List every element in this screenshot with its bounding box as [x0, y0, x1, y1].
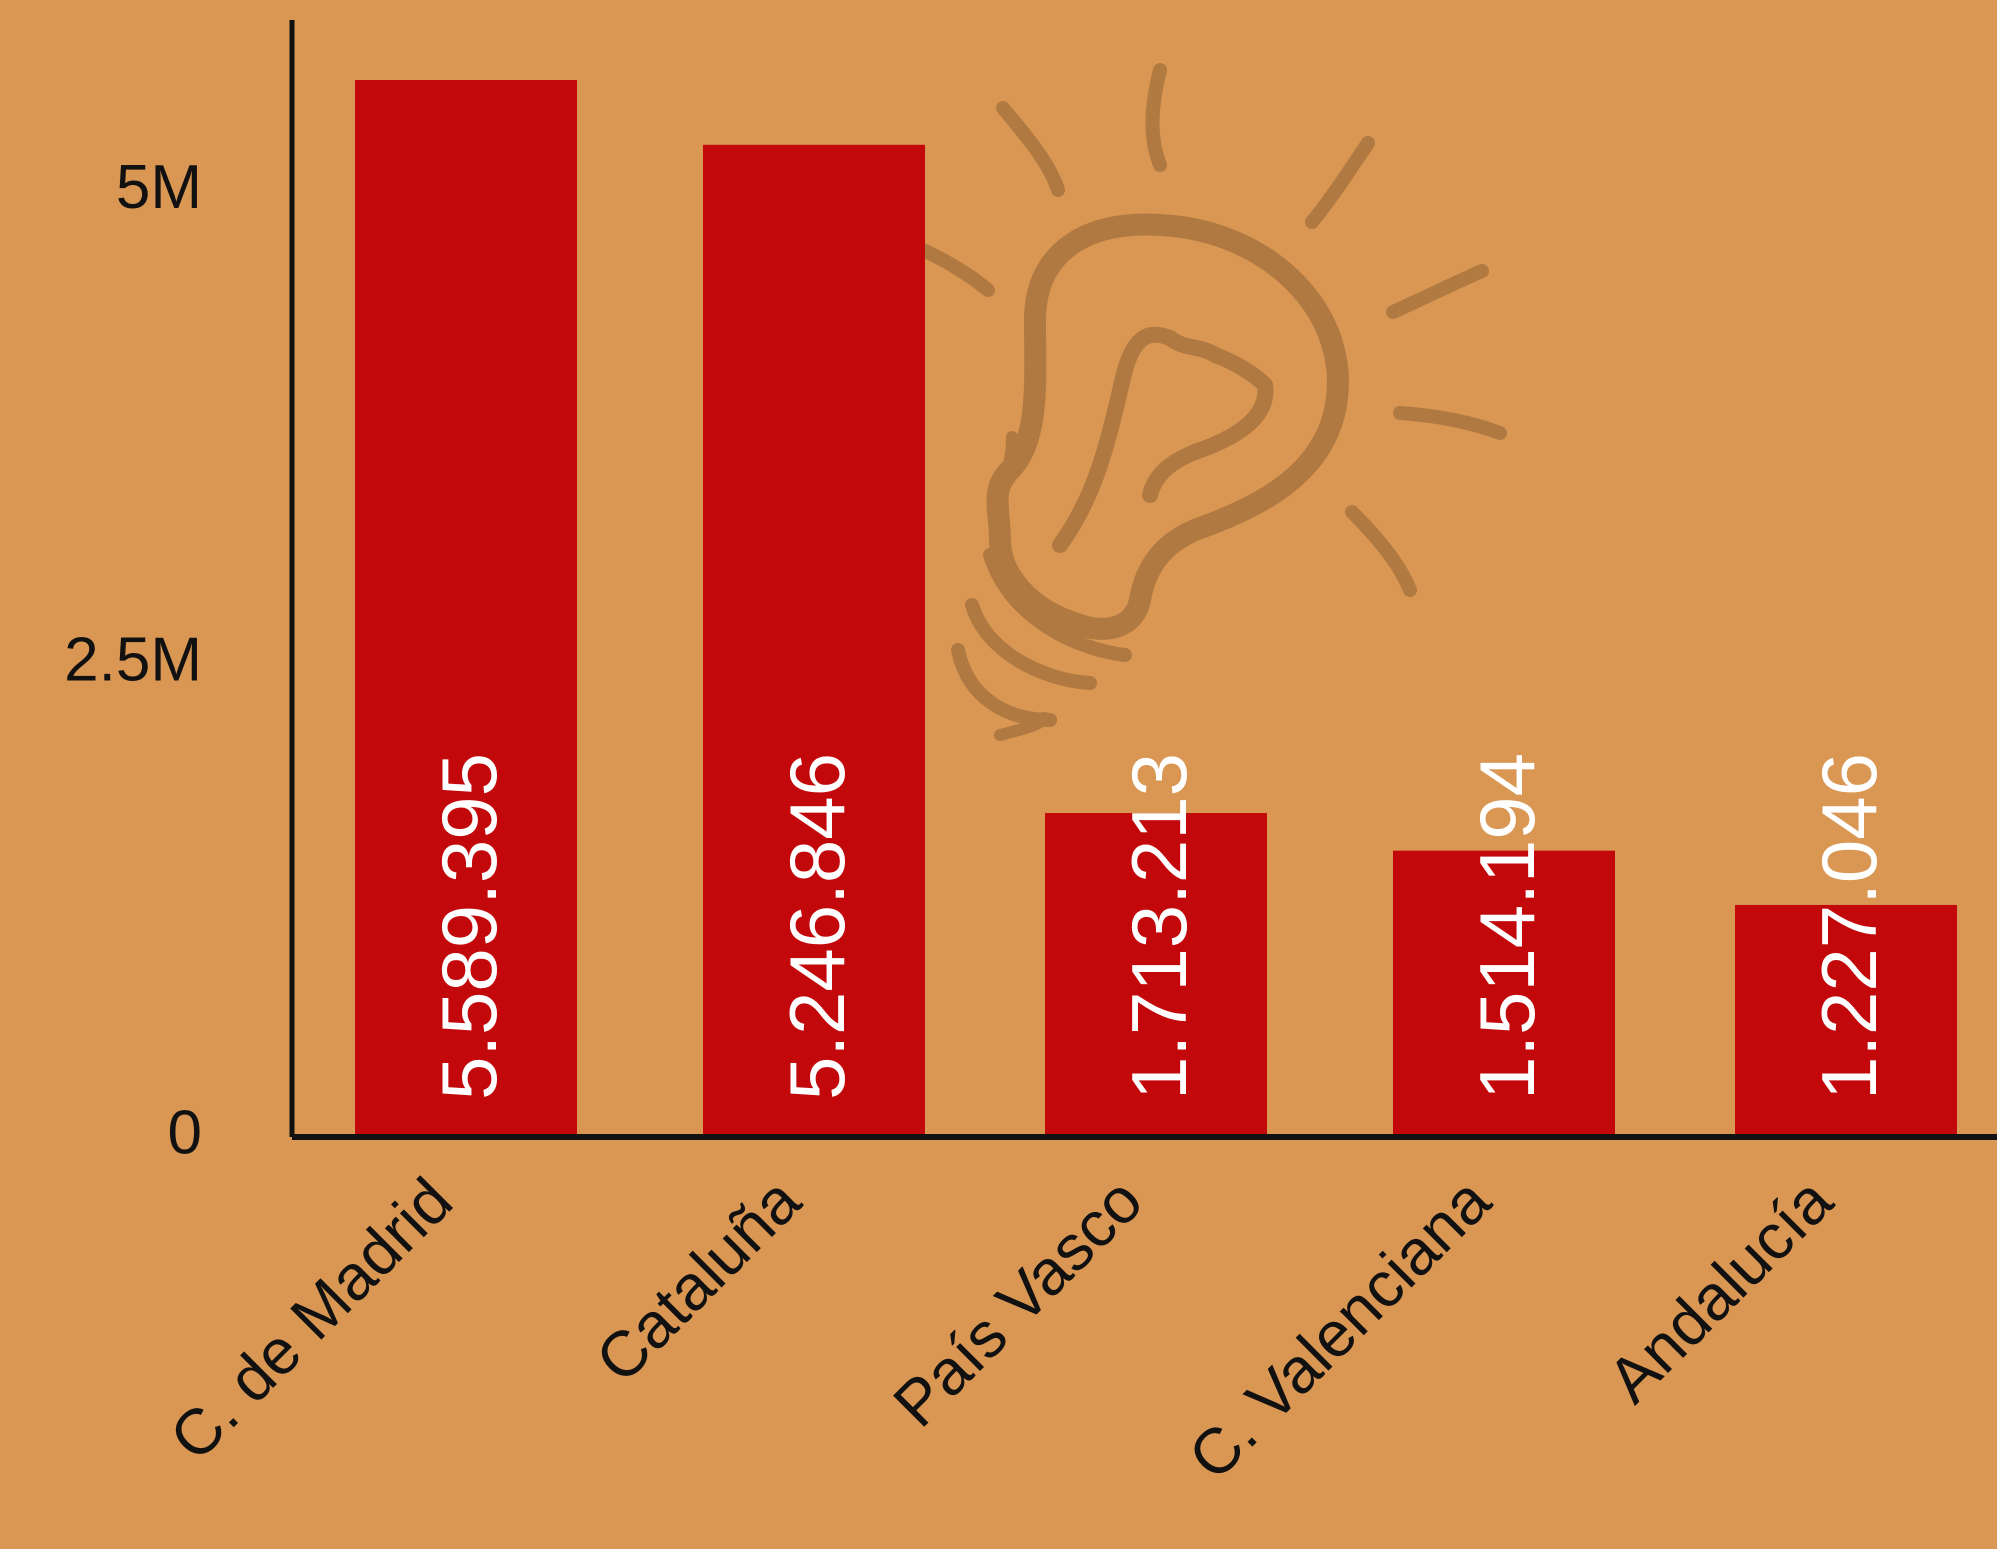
y-tick-labels-group: 0 2.5M 5M — [64, 153, 202, 1168]
bar — [1735, 904, 1957, 1134]
bar-value-label: 1.514.194 — [1463, 753, 1551, 1100]
lightbulb-icon — [916, 63, 1507, 741]
bar-value-label: 5.246.846 — [773, 753, 861, 1100]
bar — [355, 80, 577, 1134]
y-tick-label: 5M — [116, 153, 202, 222]
value-labels-group: 5.589.395 5.246.846 1.713.213 1.514.194 1.22… — [425, 753, 1893, 1100]
bar — [1393, 850, 1615, 1134]
bars-group — [355, 80, 1957, 1134]
y-tick-label: 2.5M — [64, 626, 202, 695]
bar — [1045, 813, 1267, 1134]
bar-value-label: 1.713.213 — [1115, 753, 1203, 1100]
y-tick-label: 0 — [168, 1098, 202, 1167]
bar — [703, 144, 925, 1134]
bar-value-label: 5.589.395 — [425, 753, 513, 1100]
bar-value-label: 1.227.046 — [1805, 753, 1893, 1100]
